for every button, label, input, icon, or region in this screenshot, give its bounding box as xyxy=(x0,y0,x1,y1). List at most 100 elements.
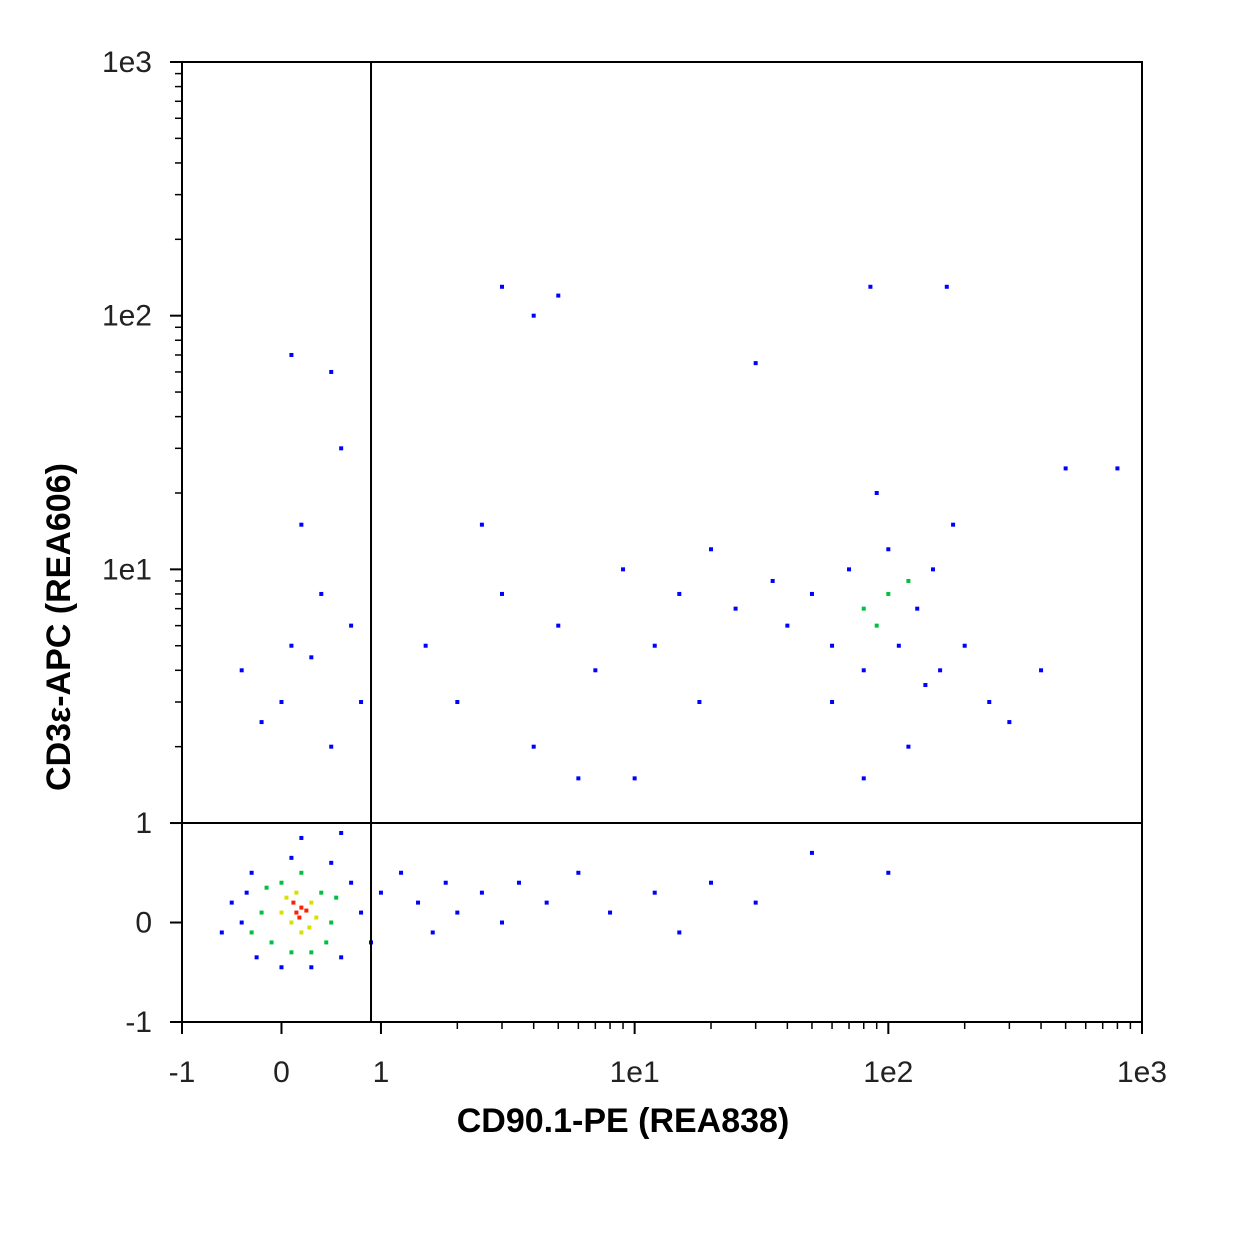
event-dot xyxy=(915,606,920,611)
event-dot xyxy=(576,776,581,781)
event-dot xyxy=(249,930,254,935)
event-dot xyxy=(279,700,284,705)
event-dot xyxy=(886,870,891,875)
event-dot xyxy=(294,910,299,915)
event-dot xyxy=(294,890,299,895)
event-dot xyxy=(886,591,891,596)
event-dot xyxy=(1039,668,1044,673)
event-dot xyxy=(309,950,314,955)
y-tick-label: -1 xyxy=(125,1006,152,1039)
event-dot xyxy=(279,880,284,885)
event-dot xyxy=(753,361,758,366)
event-dot xyxy=(219,930,224,935)
event-dot xyxy=(531,313,536,318)
event-dot xyxy=(906,578,911,583)
event-dot xyxy=(289,352,294,357)
event-dot xyxy=(284,895,289,900)
event-dot xyxy=(423,643,428,648)
event-dot xyxy=(632,776,637,781)
event-dot xyxy=(349,623,354,628)
event-dot xyxy=(677,930,682,935)
event-dot xyxy=(809,850,814,855)
event-dot xyxy=(753,900,758,905)
event-dot xyxy=(868,284,873,289)
event-dot xyxy=(951,522,956,527)
event-dot xyxy=(339,446,344,451)
event-dot xyxy=(349,880,354,885)
event-dot xyxy=(309,965,314,970)
event-dot xyxy=(830,700,835,705)
event-dot xyxy=(874,623,879,628)
event-dot xyxy=(249,870,254,875)
event-dot xyxy=(830,643,835,648)
event-dot xyxy=(1007,720,1012,725)
event-dot xyxy=(329,920,334,925)
event-dot xyxy=(455,700,460,705)
x-tick-label: 1 xyxy=(373,1056,390,1089)
x-tick-label: 1e1 xyxy=(610,1056,660,1089)
x-tick-label: -1 xyxy=(169,1056,196,1089)
event-dot xyxy=(299,870,304,875)
event-dot xyxy=(944,284,949,289)
event-dot xyxy=(307,925,312,930)
event-dot xyxy=(709,880,714,885)
event-dot xyxy=(709,547,714,552)
event-dot xyxy=(304,908,309,913)
event-dot xyxy=(938,668,943,673)
event-dot xyxy=(930,567,935,572)
x-tick-label: 0 xyxy=(273,1056,290,1089)
event-dot xyxy=(289,643,294,648)
event-dot xyxy=(279,910,284,915)
event-dot xyxy=(499,591,504,596)
event-dot xyxy=(309,655,314,660)
event-dot xyxy=(556,623,561,628)
event-dot xyxy=(416,900,421,905)
event-dot xyxy=(339,830,344,835)
event-dot xyxy=(677,591,682,596)
event-dot xyxy=(923,683,928,688)
event-dot xyxy=(443,880,448,885)
event-dot xyxy=(593,668,598,673)
event-dot xyxy=(289,855,294,860)
event-dot xyxy=(1115,466,1120,471)
plot-frame xyxy=(181,61,1143,1023)
event-dot xyxy=(499,284,504,289)
event-dot xyxy=(987,700,992,705)
x-axis-label: CD90.1-PE (REA838) xyxy=(457,1102,790,1140)
event-dot xyxy=(339,955,344,960)
event-dot xyxy=(652,890,657,895)
event-dot xyxy=(297,915,302,920)
event-dot xyxy=(259,720,264,725)
event-dot xyxy=(861,606,866,611)
event-dot xyxy=(455,910,460,915)
event-dot xyxy=(329,744,334,749)
event-dot xyxy=(279,965,284,970)
event-dot xyxy=(608,910,613,915)
y-tick-label: 1e2 xyxy=(102,300,152,333)
y-tick-label: 1 xyxy=(135,807,152,840)
event-dot xyxy=(544,900,549,905)
event-dot xyxy=(896,643,901,648)
event-dot xyxy=(861,776,866,781)
event-dot xyxy=(697,700,702,705)
event-dot xyxy=(269,940,274,945)
event-dot xyxy=(886,547,891,552)
event-dot xyxy=(430,930,435,935)
event-dot xyxy=(359,910,364,915)
event-dot xyxy=(259,910,264,915)
event-dot xyxy=(244,890,249,895)
event-dot xyxy=(254,955,259,960)
event-dot xyxy=(874,490,879,495)
event-dot xyxy=(499,920,504,925)
event-dot xyxy=(329,860,334,865)
event-dot xyxy=(479,890,484,895)
event-dot xyxy=(516,880,521,885)
event-dot xyxy=(324,940,329,945)
event-dot xyxy=(861,668,866,673)
event-dot xyxy=(556,293,561,298)
event-dot xyxy=(299,522,304,527)
event-dot xyxy=(239,920,244,925)
y-tick-label: 1e3 xyxy=(102,46,152,79)
